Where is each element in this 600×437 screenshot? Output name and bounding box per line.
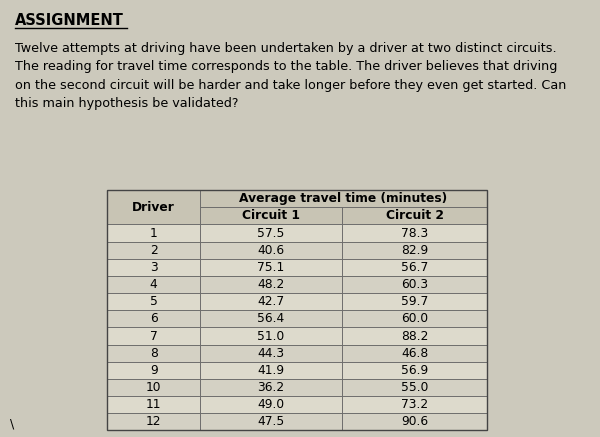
Text: 56.7: 56.7 [401, 261, 428, 274]
Text: 41.9: 41.9 [257, 364, 284, 377]
Text: 5: 5 [150, 295, 158, 308]
Bar [107, 310, 200, 327]
Bar [107, 396, 200, 413]
Text: 48.2: 48.2 [257, 278, 284, 291]
Text: 8: 8 [150, 347, 158, 360]
Bar [342, 345, 487, 362]
Text: 12: 12 [146, 415, 161, 428]
Text: 9: 9 [150, 364, 158, 377]
Text: ASSIGNMENT: ASSIGNMENT [15, 13, 124, 28]
Text: 57.5: 57.5 [257, 226, 285, 239]
Text: 2: 2 [150, 244, 158, 257]
Bar [107, 362, 200, 379]
Bar [200, 413, 342, 430]
Text: 44.3: 44.3 [257, 347, 284, 360]
Text: 78.3: 78.3 [401, 226, 428, 239]
Bar [107, 276, 200, 293]
Bar [107, 225, 200, 242]
Text: 60.3: 60.3 [401, 278, 428, 291]
Bar [107, 345, 200, 362]
Bar [342, 259, 487, 276]
Text: 46.8: 46.8 [401, 347, 428, 360]
Bar [107, 379, 200, 396]
Bar [342, 242, 487, 259]
Bar [342, 225, 487, 242]
Text: 1: 1 [150, 226, 158, 239]
Bar [200, 276, 342, 293]
Text: 6: 6 [150, 312, 158, 326]
Text: \: \ [10, 417, 14, 430]
Bar [107, 327, 200, 345]
Bar [342, 276, 487, 293]
Bar [342, 293, 487, 310]
Bar [342, 379, 487, 396]
Bar [200, 293, 342, 310]
Text: 49.0: 49.0 [257, 398, 284, 411]
Text: Twelve attempts at driving have been undertaken by a driver at two distinct circ: Twelve attempts at driving have been und… [15, 42, 566, 110]
Text: 51.0: 51.0 [257, 329, 284, 343]
Text: 90.6: 90.6 [401, 415, 428, 428]
Bar [342, 207, 487, 225]
Text: 55.0: 55.0 [401, 381, 428, 394]
Text: 47.5: 47.5 [257, 415, 284, 428]
Bar [200, 207, 342, 225]
Text: 88.2: 88.2 [401, 329, 428, 343]
Text: 56.9: 56.9 [401, 364, 428, 377]
Text: 59.7: 59.7 [401, 295, 428, 308]
Text: 56.4: 56.4 [257, 312, 284, 326]
Bar [200, 327, 342, 345]
Text: 42.7: 42.7 [257, 295, 284, 308]
Text: 3: 3 [150, 261, 158, 274]
Bar [200, 242, 342, 259]
Text: Circuit 2: Circuit 2 [386, 209, 444, 222]
Text: 36.2: 36.2 [257, 381, 284, 394]
Bar [342, 413, 487, 430]
Bar [107, 242, 200, 259]
Bar [342, 362, 487, 379]
Text: 75.1: 75.1 [257, 261, 284, 274]
Text: 10: 10 [146, 381, 161, 394]
Text: 73.2: 73.2 [401, 398, 428, 411]
Text: 60.0: 60.0 [401, 312, 428, 326]
Bar [342, 396, 487, 413]
Bar [107, 190, 200, 225]
Text: 82.9: 82.9 [401, 244, 428, 257]
Bar [107, 293, 200, 310]
Bar [200, 379, 342, 396]
Text: 11: 11 [146, 398, 161, 411]
Bar [200, 225, 342, 242]
Text: Driver: Driver [132, 201, 175, 214]
Bar [200, 396, 342, 413]
Bar [200, 362, 342, 379]
Text: Average travel time (minutes): Average travel time (minutes) [239, 192, 448, 205]
Text: Circuit 1: Circuit 1 [242, 209, 300, 222]
Text: 4: 4 [150, 278, 158, 291]
Bar [342, 310, 487, 327]
Bar [200, 259, 342, 276]
Text: 7: 7 [150, 329, 158, 343]
Bar [107, 259, 200, 276]
Bar [107, 413, 200, 430]
Bar [200, 345, 342, 362]
Bar [200, 310, 342, 327]
Text: 40.6: 40.6 [257, 244, 284, 257]
Bar [342, 327, 487, 345]
Bar [200, 190, 487, 207]
